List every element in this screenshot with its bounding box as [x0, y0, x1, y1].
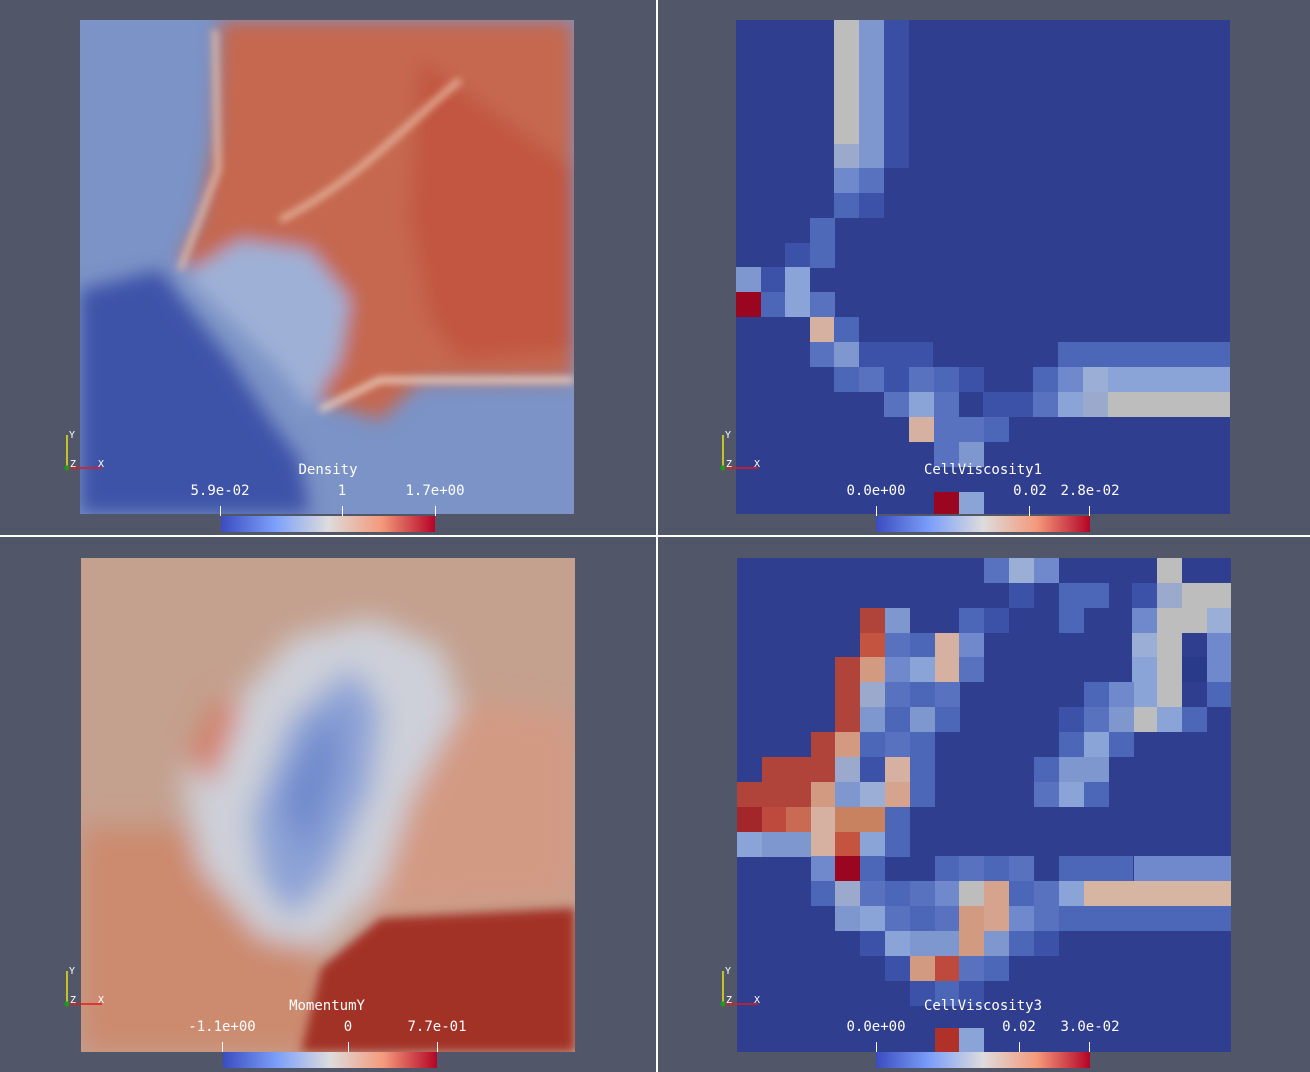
colorbar-min-label: 5.9e-02 [190, 483, 250, 499]
colorbar-tick [876, 1042, 877, 1052]
colorbar-title: CellViscosity1 [923, 462, 1043, 478]
momentumy-field-render[interactable] [81, 558, 575, 1052]
axis-x-label: X [754, 459, 761, 470]
axis-z-label: Z [70, 995, 77, 1006]
colorbar-min-label: -1.1e+00 [188, 1019, 256, 1035]
axis-z-label: Z [70, 459, 77, 470]
axis-y-label: Y [725, 966, 732, 977]
axis-x-label: X [754, 995, 761, 1006]
axis-x-label: X [98, 995, 105, 1006]
viewport-divider-horizontal[interactable] [0, 535, 1310, 537]
colorbar-mid-label: 1 [337, 483, 347, 499]
colorbar-title: MomentumY [289, 998, 365, 1014]
axis-y-label: Y [69, 430, 76, 441]
colorbar-tick [1029, 506, 1030, 516]
cellviscosity3-field-render[interactable] [737, 558, 1231, 1052]
orientation-axes: Y Z X [718, 966, 768, 1016]
orientation-axes: Y Z X [718, 430, 768, 480]
colorbar-mid-label: 0.02 [1002, 1019, 1036, 1035]
colorbar-mid-label: 0.02 [1013, 483, 1047, 499]
colorbar-min-label: 0.0e+00 [846, 1019, 906, 1035]
colorbar-max-label: 1.7e+00 [405, 483, 465, 499]
axis-z-label: Z [726, 459, 733, 470]
colorbar[interactable] [223, 1052, 437, 1068]
colorbar[interactable] [876, 1052, 1090, 1068]
colorbar-max-label: 3.0e-02 [1060, 1019, 1120, 1035]
density-field-render[interactable] [80, 20, 574, 514]
colorbar-tick [435, 506, 436, 516]
cellviscosity1-field-render[interactable] [736, 20, 1230, 514]
colorbar-tick [1089, 506, 1090, 516]
axis-z-label: Z [726, 995, 733, 1006]
colorbar-title: Density [298, 462, 358, 478]
colorbar-tick [876, 506, 877, 516]
axis-x-label: X [98, 459, 105, 470]
colorbar[interactable] [876, 516, 1090, 532]
axis-y-label: Y [725, 430, 732, 441]
orientation-axes: Y Z X [62, 430, 112, 480]
colorbar-tick [222, 1042, 223, 1052]
colorbar-tick [220, 506, 221, 516]
colorbar-title: CellViscosity3 [923, 998, 1043, 1014]
colorbar-min-label: 0.0e+00 [846, 483, 906, 499]
colorbar-max-label: 2.8e-02 [1060, 483, 1120, 499]
colorbar-max-label: 7.7e-01 [407, 1019, 467, 1035]
orientation-axes: Y Z X [62, 966, 112, 1016]
colorbar-tick [342, 506, 343, 516]
colorbar-tick [1089, 1042, 1090, 1052]
colorbar-tick [1019, 1042, 1020, 1052]
colorbar[interactable] [221, 516, 435, 532]
colorbar-tick [348, 1042, 349, 1052]
colorbar-tick [437, 1042, 438, 1052]
axis-y-label: Y [69, 966, 76, 977]
colorbar-mid-label: 0 [343, 1019, 353, 1035]
